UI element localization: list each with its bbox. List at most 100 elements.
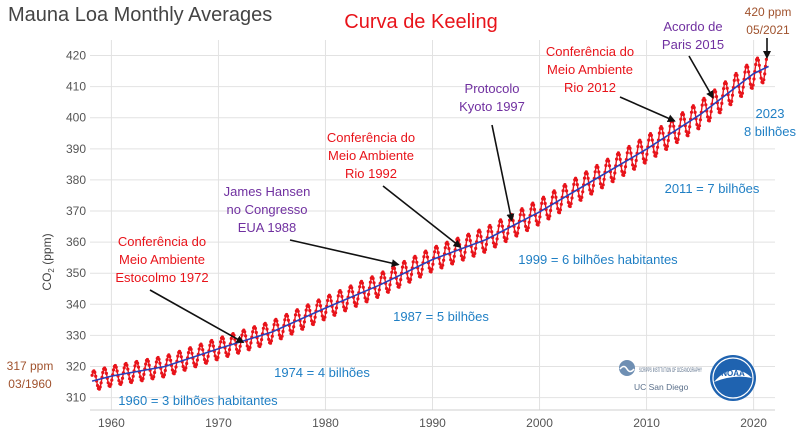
y-tick-label: 340 xyxy=(66,297,86,311)
x-tick-label: 2010 xyxy=(633,416,660,430)
monthly-data-point xyxy=(195,363,198,366)
monthly-data-point xyxy=(180,355,183,358)
annotation-rio2012-line: Conferência do xyxy=(546,44,634,59)
annotation-estocolmo-line: Conferência do xyxy=(118,234,206,249)
monthly-data-point xyxy=(155,360,158,363)
monthly-data-point xyxy=(741,92,744,95)
annotation-paris-line: Paris 2015 xyxy=(662,37,724,52)
monthly-data-point xyxy=(686,134,689,137)
monthly-data-point xyxy=(115,366,118,369)
monthly-data-point xyxy=(96,384,99,387)
monthly-data-point xyxy=(667,139,670,142)
monthly-data-point xyxy=(163,373,166,376)
monthly-data-point xyxy=(604,164,607,167)
monthly-data-point xyxy=(698,124,701,127)
monthly-data-point xyxy=(203,358,206,361)
monthly-data-point xyxy=(505,237,508,240)
x-tick-label: 2020 xyxy=(740,416,767,430)
monthly-data-point xyxy=(579,199,582,202)
monthly-data-point xyxy=(329,295,332,298)
monthly-data-point xyxy=(219,340,222,343)
monthly-data-point xyxy=(319,304,322,307)
monthly-data-point xyxy=(465,238,468,241)
monthly-data-point xyxy=(607,159,610,162)
monthly-data-point xyxy=(559,208,562,211)
monthly-data-point xyxy=(133,364,136,367)
monthly-data-point xyxy=(104,368,107,371)
monthly-data-point xyxy=(302,325,305,328)
monthly-data-point xyxy=(677,138,680,141)
monthly-data-point xyxy=(489,226,492,229)
monthly-data-point xyxy=(131,379,134,382)
monthly-data-point xyxy=(308,309,311,312)
annotation-pop1960-line: 1960 = 3 bilhões habitantes xyxy=(118,393,278,408)
monthly-data-point xyxy=(275,319,278,322)
monthly-data-point xyxy=(576,183,579,186)
monthly-data-point xyxy=(719,108,722,111)
monthly-data-point xyxy=(109,383,112,386)
monthly-data-point xyxy=(185,362,188,365)
monthly-data-point xyxy=(433,250,436,253)
monthly-data-point xyxy=(405,266,408,269)
monthly-data-point xyxy=(763,72,766,75)
monthly-data-point xyxy=(623,171,626,174)
monthly-data-point xyxy=(414,256,417,259)
monthly-data-point xyxy=(147,360,150,363)
annotation-start-line: 317 ppm xyxy=(7,359,54,373)
monthly-data-point xyxy=(528,221,531,224)
annotation-arrow-icon xyxy=(150,290,243,342)
monthly-data-point xyxy=(710,110,713,113)
monthly-data-point xyxy=(132,375,135,378)
monthly-data-point xyxy=(644,161,647,164)
monthly-data-point xyxy=(273,323,276,326)
monthly-data-point xyxy=(168,355,171,358)
monthly-data-point xyxy=(187,351,190,354)
monthly-data-point xyxy=(471,250,474,253)
monthly-data-point xyxy=(259,343,262,346)
monthly-data-point xyxy=(506,232,509,235)
monthly-data-point xyxy=(120,381,123,384)
monthly-data-point xyxy=(110,379,113,382)
monthly-data-point xyxy=(572,183,575,186)
monthly-data-point xyxy=(136,362,139,365)
monthly-data-point xyxy=(708,119,711,122)
monthly-data-point xyxy=(562,189,565,192)
monthly-data-point xyxy=(669,125,672,128)
monthly-data-point xyxy=(487,230,490,233)
monthly-data-point xyxy=(91,374,94,377)
monthly-data-point xyxy=(709,116,712,119)
monthly-data-point xyxy=(479,235,482,238)
monthly-data-point xyxy=(594,170,597,173)
monthly-data-point xyxy=(699,118,702,121)
monthly-data-point xyxy=(665,148,668,151)
monthly-data-point xyxy=(101,371,104,374)
monthly-data-point xyxy=(583,177,586,180)
monthly-data-point xyxy=(554,191,557,194)
monthly-data-point xyxy=(292,325,295,328)
monthly-data-point xyxy=(369,281,372,284)
monthly-data-point xyxy=(438,262,441,265)
noaa-logo: NOAA xyxy=(710,355,756,401)
monthly-data-point xyxy=(334,311,337,314)
monthly-data-point xyxy=(752,84,755,87)
monthly-data-point xyxy=(227,353,230,356)
monthly-data-point xyxy=(201,348,204,351)
monthly-data-point xyxy=(655,152,658,155)
annotation-pop1987-line: 1987 = 5 bilhões xyxy=(393,309,489,324)
monthly-data-point xyxy=(468,234,471,237)
y-axis-label-main: CO xyxy=(40,273,54,291)
monthly-data-point xyxy=(223,341,226,344)
y-tick-label: 370 xyxy=(66,204,86,218)
monthly-data-point xyxy=(216,356,219,359)
monthly-data-point xyxy=(516,232,519,235)
annotation-pop2023-line: 2023 xyxy=(756,106,785,121)
y-tick-label: 310 xyxy=(66,391,86,405)
monthly-data-point xyxy=(602,183,605,186)
annotation-rio2012-line: Rio 2012 xyxy=(564,80,616,95)
monthly-data-point xyxy=(473,252,476,255)
monthly-data-point xyxy=(645,153,648,156)
monthly-data-point xyxy=(139,375,142,378)
monthly-data-point xyxy=(208,344,211,347)
